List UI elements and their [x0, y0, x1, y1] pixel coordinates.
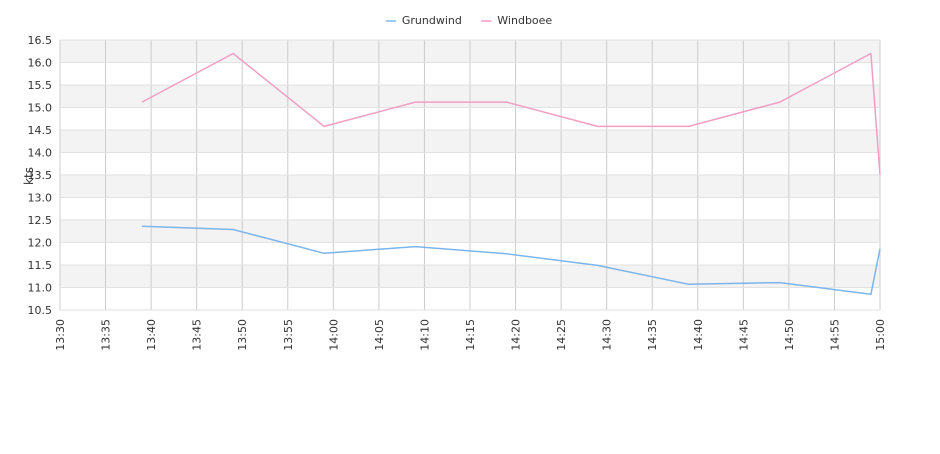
x-tick-label: 13:50 — [236, 319, 249, 351]
y-tick-label: 12.0 — [28, 237, 53, 250]
x-axis-tick-labels: 13:30 13:35 13:40 13:45 13:50 13:55 14:00 14:05… — [54, 319, 887, 351]
y-tick-label: 15.5 — [28, 79, 53, 92]
y-tick-label: 11.0 — [28, 282, 53, 295]
x-tick-label: 14:55 — [828, 319, 841, 351]
y-tick-label: 14.5 — [28, 124, 53, 137]
x-tick-label: 14:30 — [601, 319, 614, 351]
y-tick-label: 13.5 — [28, 169, 53, 182]
x-tick-label: 15:00 — [874, 319, 887, 351]
series-line-windboee — [141, 52, 881, 176]
x-tick-label: 13:40 — [145, 319, 158, 351]
y-axis-label: kts — [22, 167, 36, 185]
legend[interactable]: Grundwind Windboee — [385, 14, 553, 27]
legend-label: Grundwind — [402, 14, 462, 27]
y-tick-label: 10.5 — [28, 304, 53, 317]
y-axis-tick-labels: 10.5 11.0 11.5 12.0 12.5 13.0 13.5 14.0 14.5 15.0… — [28, 34, 53, 317]
horizontal-gridlines — [60, 39, 880, 311]
x-tick-label: 14:15 — [464, 319, 477, 351]
x-tick-label: 14:50 — [783, 319, 796, 351]
x-tick-label: 14:10 — [418, 319, 431, 351]
x-tick-label: 14:00 — [327, 319, 340, 351]
y-tick-label: 16.5 — [28, 34, 53, 47]
x-tick-label: 14:25 — [555, 319, 568, 351]
series-lines — [141, 52, 881, 296]
x-tick-label: 13:45 — [191, 319, 204, 351]
x-tick-label: 13:30 — [54, 319, 67, 351]
y-tick-label: 11.5 — [28, 259, 53, 272]
legend-item-grundwind[interactable]: Grundwind — [385, 14, 462, 27]
x-tick-label: 14:45 — [737, 319, 750, 351]
y-tick-label: 15.0 — [28, 102, 53, 115]
x-tick-label: 14:40 — [692, 319, 705, 351]
x-tick-label: 13:35 — [100, 319, 113, 351]
y-tick-label: 12.5 — [28, 214, 53, 227]
x-tick-label: 14:20 — [510, 319, 523, 351]
x-tick-label: 14:35 — [646, 319, 659, 351]
legend-label: Windboee — [497, 14, 552, 27]
series-line-grundwind — [141, 225, 881, 296]
y-tick-label: 16.0 — [28, 57, 53, 70]
x-tick-label: 13:55 — [282, 319, 295, 351]
y-tick-label: 13.0 — [28, 192, 53, 205]
x-tick-label: 14:05 — [373, 319, 386, 351]
y-tick-label: 14.0 — [28, 147, 53, 160]
legend-item-windboee[interactable]: Windboee — [481, 14, 552, 27]
